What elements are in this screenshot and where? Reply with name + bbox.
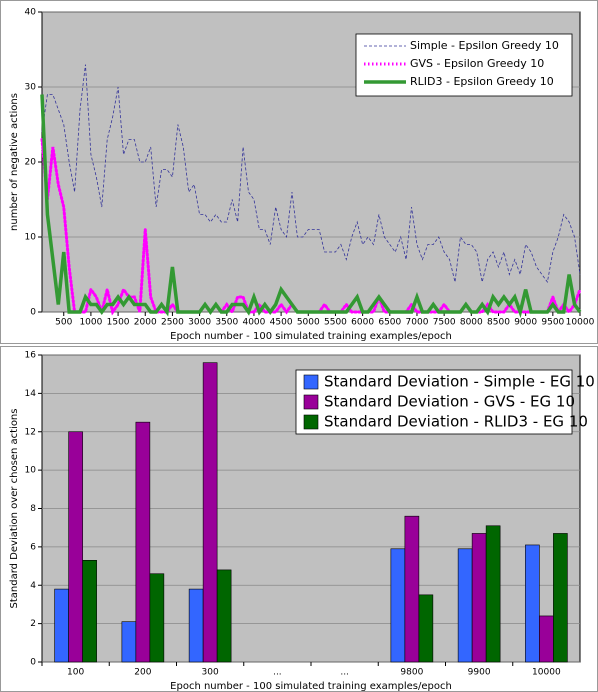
x-tick-label: 200 <box>134 668 151 678</box>
bar <box>149 573 165 663</box>
bar <box>471 533 487 663</box>
bar <box>121 621 137 663</box>
x-tick-label: 1500 <box>107 318 130 328</box>
x-tick-label: ... <box>340 668 349 678</box>
bar <box>54 588 69 663</box>
x-tick-label: 9900 <box>468 668 491 678</box>
x-tick-label: 6500 <box>378 318 401 328</box>
y-tick-label: 4 <box>30 581 36 591</box>
legend-swatch <box>303 394 319 410</box>
x-tick-label: 7000 <box>406 318 429 328</box>
x-tick-label: 1000 <box>79 318 102 328</box>
x-tick-label: ... <box>273 668 282 678</box>
bar <box>390 548 406 663</box>
bar <box>539 615 554 663</box>
bar <box>525 544 540 663</box>
legend-label: Simple - Epsilon Greedy 10 <box>410 39 559 52</box>
y-tick-label: 6 <box>30 542 36 552</box>
x-tick-label: 5500 <box>324 318 347 328</box>
legend: Simple - Epsilon Greedy 10 GVS - Epsilon … <box>355 33 573 97</box>
x-tick-label: 9500 <box>541 318 564 328</box>
bar <box>68 431 83 663</box>
x-tick-label: 100 <box>67 668 84 678</box>
x-tick-label: 4500 <box>270 318 293 328</box>
bar <box>553 533 568 663</box>
y-axis-title: Standard Deviation over chosen actions <box>9 409 20 609</box>
y-tick-label: 2 <box>30 619 36 629</box>
bar <box>82 560 97 663</box>
bar <box>485 525 501 663</box>
y-tick-label: 20 <box>25 158 37 168</box>
x-tick-label: 3000 <box>188 318 211 328</box>
line <box>41 64 581 283</box>
x-tick-label: 8000 <box>460 318 483 328</box>
bar <box>135 421 151 663</box>
bar <box>216 569 232 663</box>
legend-label: GVS - Epsilon Greedy 10 <box>410 57 544 70</box>
y-tick-label: 10 <box>25 466 37 476</box>
x-tick-label: 7500 <box>433 318 456 328</box>
y-tick-label: 40 <box>25 8 37 18</box>
y-axis-title: number of negative actions <box>9 93 20 231</box>
legend: Standard Deviation - Simple - EG 10 Stand… <box>295 369 595 435</box>
x-tick-label: 4000 <box>242 318 265 328</box>
x-tick-label: 9800 <box>400 668 423 678</box>
y-tick-label: 0 <box>30 658 36 668</box>
x-tick-label: 2500 <box>161 318 184 328</box>
y-tick-label: 10 <box>25 233 37 243</box>
y-tick-label: 12 <box>25 427 36 437</box>
x-axis-title: Epoch number - 100 simulated training ex… <box>170 681 452 692</box>
legend-box <box>295 369 573 435</box>
x-tick-label: 300 <box>202 668 219 678</box>
x-tick-label: 500 <box>55 318 72 328</box>
legend-swatch <box>303 414 319 430</box>
x-tick-label: 8500 <box>487 318 510 328</box>
legend-label: Standard Deviation - Simple - EG 10 <box>324 373 595 391</box>
legend-label: Standard Deviation - GVS - EG 10 <box>324 393 575 411</box>
legend-label: Standard Deviation - RLID3 - EG 10 <box>324 413 588 431</box>
bar <box>188 588 204 663</box>
x-tick-label: 2000 <box>134 318 157 328</box>
x-tick-label: 3500 <box>215 318 238 328</box>
bar <box>202 362 218 663</box>
x-tick-label: 10000 <box>566 318 595 328</box>
y-tick-label: 8 <box>30 504 36 514</box>
bar <box>418 594 434 663</box>
x-tick-label: 10000 <box>532 668 561 678</box>
x-tick-label: 5000 <box>297 318 320 328</box>
x-axis-title: Epoch number - 100 simulated training ex… <box>170 331 452 342</box>
legend-label: RLID3 - Epsilon Greedy 10 <box>410 75 554 88</box>
x-tick-label: 6000 <box>351 318 374 328</box>
line <box>40 94 582 319</box>
x-tick-label: 9000 <box>514 318 537 328</box>
y-tick-label: 16 <box>25 351 37 361</box>
bar <box>457 548 473 663</box>
y-tick-label: 14 <box>25 389 37 399</box>
y-tick-label: 0 <box>30 308 36 318</box>
legend-swatch <box>303 374 319 390</box>
y-tick-label: 30 <box>25 83 37 93</box>
bar <box>404 515 420 663</box>
